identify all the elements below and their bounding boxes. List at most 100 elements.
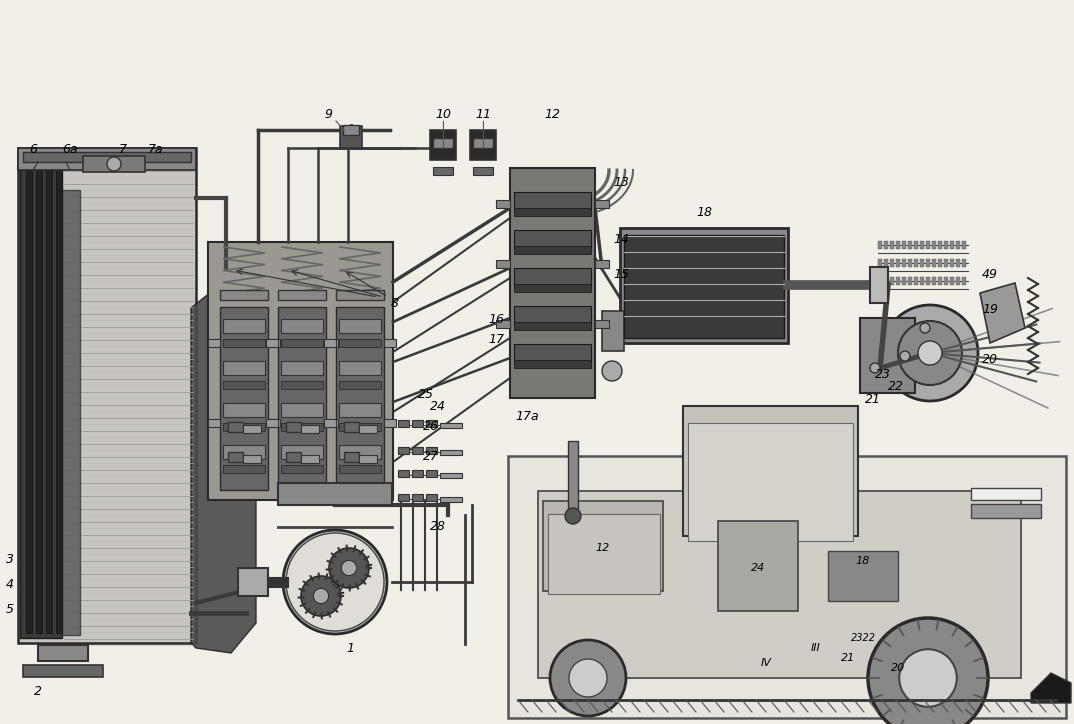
Bar <box>496 320 510 328</box>
Text: 1: 1 <box>346 642 354 655</box>
Bar <box>426 494 437 501</box>
Text: 25: 25 <box>418 388 434 401</box>
Bar <box>281 361 323 375</box>
Bar <box>228 422 243 432</box>
Bar <box>339 403 381 417</box>
Text: III: III <box>811 643 821 653</box>
Text: 17: 17 <box>488 333 504 346</box>
Bar <box>920 259 924 267</box>
Bar <box>890 259 894 267</box>
Bar <box>719 521 798 611</box>
Bar <box>281 403 323 417</box>
Bar <box>962 277 966 285</box>
Bar <box>620 228 788 343</box>
Bar <box>26 158 32 633</box>
Bar <box>243 455 261 463</box>
Bar <box>440 450 462 455</box>
Bar <box>326 419 338 427</box>
Bar <box>896 241 900 249</box>
Text: 7а: 7а <box>148 143 164 156</box>
Bar <box>220 290 268 300</box>
Circle shape <box>898 321 962 385</box>
Bar <box>384 419 396 427</box>
Bar <box>510 168 595 398</box>
Text: 9: 9 <box>324 108 332 121</box>
Bar <box>950 241 954 249</box>
Bar <box>828 551 898 601</box>
Bar <box>595 320 609 328</box>
Bar <box>890 277 894 285</box>
Bar <box>470 130 496 160</box>
Bar <box>281 339 323 347</box>
Bar <box>359 425 377 433</box>
Text: 8: 8 <box>391 297 400 310</box>
Bar <box>340 126 362 148</box>
Text: 4: 4 <box>6 578 14 591</box>
Bar <box>339 445 381 459</box>
Bar <box>339 423 381 431</box>
Text: 2322: 2322 <box>851 633 875 643</box>
Bar <box>938 241 942 249</box>
Bar <box>896 259 900 267</box>
Bar <box>243 425 261 433</box>
Bar <box>514 230 591 248</box>
Circle shape <box>569 659 607 697</box>
Bar <box>514 192 591 210</box>
Bar <box>228 452 243 462</box>
Bar <box>956 277 960 285</box>
Polygon shape <box>979 283 1025 343</box>
Bar <box>884 259 888 267</box>
Bar <box>344 452 359 462</box>
Bar <box>603 311 624 351</box>
Bar <box>220 307 268 490</box>
Bar <box>624 235 784 338</box>
Text: 7: 7 <box>119 143 127 156</box>
Polygon shape <box>191 278 256 653</box>
Text: 18: 18 <box>696 206 712 219</box>
Text: 6: 6 <box>29 143 37 156</box>
Text: 6а: 6а <box>62 143 77 156</box>
Circle shape <box>550 640 626 716</box>
Bar <box>38 645 88 661</box>
Circle shape <box>342 560 357 576</box>
Bar <box>920 241 924 249</box>
Bar <box>926 277 930 285</box>
Bar <box>281 423 323 431</box>
Bar <box>278 307 326 490</box>
Bar <box>412 494 423 501</box>
Circle shape <box>868 618 988 724</box>
Bar <box>860 318 915 393</box>
Bar <box>971 504 1041 518</box>
Bar <box>879 277 882 285</box>
Bar <box>543 501 663 591</box>
Text: 12: 12 <box>545 108 560 121</box>
Text: 17а: 17а <box>516 410 539 423</box>
Bar <box>281 445 323 459</box>
Bar <box>908 277 912 285</box>
Bar <box>223 339 265 347</box>
Bar <box>879 259 882 267</box>
Bar <box>896 277 900 285</box>
Bar <box>914 259 918 267</box>
Text: 21: 21 <box>865 393 881 406</box>
Bar <box>223 445 265 459</box>
Circle shape <box>301 576 342 616</box>
Bar <box>514 246 591 254</box>
Bar <box>514 360 591 368</box>
Text: 28: 28 <box>430 520 446 533</box>
Bar <box>56 158 62 633</box>
Bar <box>870 267 888 303</box>
Bar <box>339 361 381 375</box>
Bar <box>343 125 359 135</box>
Bar <box>23 152 191 162</box>
Bar <box>412 420 423 427</box>
Text: 21: 21 <box>841 653 855 663</box>
Bar <box>962 259 966 267</box>
Circle shape <box>899 649 957 707</box>
Bar <box>884 241 888 249</box>
Circle shape <box>603 361 622 381</box>
Bar <box>281 381 323 389</box>
Text: 19: 19 <box>982 303 998 316</box>
Bar <box>412 447 423 454</box>
Bar <box>266 339 278 347</box>
